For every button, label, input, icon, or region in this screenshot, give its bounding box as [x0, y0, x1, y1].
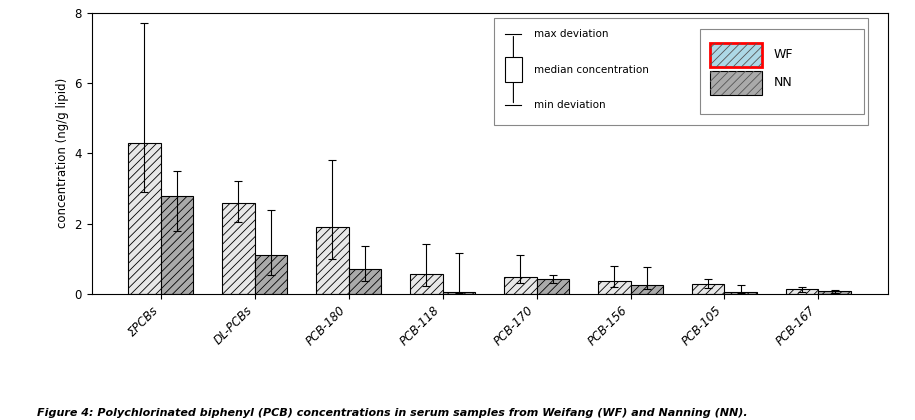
Bar — [221, 202, 254, 294]
Bar — [630, 285, 663, 294]
Bar — [410, 273, 443, 294]
Y-axis label: concentration (ng/g lipid): concentration (ng/g lipid) — [56, 78, 69, 228]
FancyBboxPatch shape — [710, 71, 762, 95]
FancyBboxPatch shape — [701, 29, 864, 114]
Bar — [128, 143, 160, 294]
FancyBboxPatch shape — [505, 57, 522, 82]
Text: WF: WF — [774, 48, 793, 61]
Bar — [443, 291, 476, 294]
Bar — [254, 255, 287, 294]
Bar — [597, 281, 630, 294]
Bar — [160, 195, 193, 294]
FancyBboxPatch shape — [493, 18, 867, 125]
Bar — [725, 292, 758, 294]
Text: Figure 4: Polychlorinated biphenyl (PCB) concentrations in serum samples from We: Figure 4: Polychlorinated biphenyl (PCB)… — [37, 408, 748, 418]
Bar — [536, 279, 569, 294]
Bar — [316, 227, 349, 294]
Bar — [503, 277, 536, 294]
Text: median concentration: median concentration — [534, 65, 649, 75]
Text: max deviation: max deviation — [534, 29, 608, 39]
Bar — [349, 269, 382, 294]
Bar — [692, 284, 725, 294]
Bar — [819, 291, 851, 294]
Text: NN: NN — [774, 76, 792, 89]
Text: min deviation: min deviation — [534, 100, 606, 110]
Bar — [786, 289, 819, 294]
FancyBboxPatch shape — [710, 43, 762, 67]
